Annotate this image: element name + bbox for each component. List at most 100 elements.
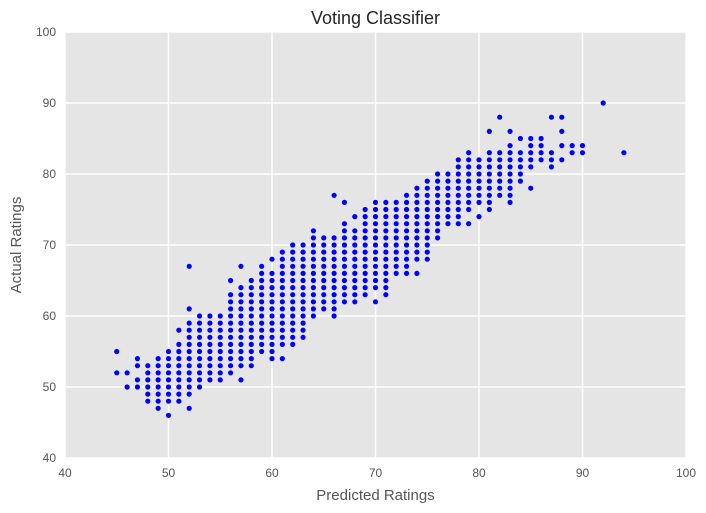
scatter-point <box>486 171 492 177</box>
scatter-point <box>445 206 451 213</box>
scatter-point <box>145 377 151 383</box>
scatter-point <box>372 285 379 291</box>
scatter-point <box>228 370 234 376</box>
scatter-point <box>186 341 192 347</box>
scatter-point <box>269 256 275 262</box>
scatter-point <box>300 270 306 276</box>
scatter-point <box>435 206 441 213</box>
scatter-point <box>290 270 296 276</box>
scatter-point <box>217 356 223 362</box>
scatter-point <box>486 206 492 213</box>
scatter-point <box>310 270 316 276</box>
scatter-point <box>238 327 244 333</box>
scatter-point <box>497 157 503 163</box>
scatter-point <box>207 363 213 369</box>
scatter-point <box>331 285 337 291</box>
scatter-point <box>424 185 430 191</box>
scatter-point <box>310 313 316 319</box>
scatter-point <box>517 164 524 170</box>
scatter-point <box>145 363 151 369</box>
scatter-point <box>196 356 203 362</box>
scatter-point <box>310 242 316 248</box>
scatter-point <box>372 299 379 305</box>
scatter-point <box>207 348 213 355</box>
scatter-point <box>476 199 482 205</box>
scatter-point <box>269 299 275 305</box>
x-tick-label: 100 <box>676 466 696 480</box>
scatter-point <box>362 285 368 291</box>
scatter-point <box>559 143 565 149</box>
scatter-point <box>196 377 203 383</box>
scatter-point <box>414 192 420 198</box>
scatter-point <box>455 157 461 163</box>
scatter-point <box>569 150 575 156</box>
scatter-point <box>290 313 296 319</box>
scatter-point <box>238 299 244 305</box>
scatter-point <box>196 320 203 326</box>
scatter-point <box>352 292 358 298</box>
scatter-point <box>269 356 275 362</box>
scatter-point <box>176 327 182 333</box>
scatter-point <box>248 327 254 333</box>
scatter-point <box>124 384 130 390</box>
scatter-point <box>310 285 316 291</box>
scatter-point <box>435 199 441 205</box>
scatter-point <box>362 206 368 213</box>
scatter-point <box>145 384 151 390</box>
y-tick-label: 70 <box>43 238 57 252</box>
scatter-point <box>424 199 430 205</box>
scatter-point <box>393 199 399 205</box>
y-tick-label: 40 <box>43 451 57 465</box>
scatter-point <box>455 221 461 227</box>
scatter-point <box>372 263 379 269</box>
scatter-point <box>176 398 182 404</box>
scatter-point <box>362 221 368 227</box>
scatter-point <box>300 242 306 248</box>
scatter-point <box>300 249 306 255</box>
scatter-point <box>548 114 555 120</box>
scatter-point <box>321 249 327 255</box>
scatter-point <box>176 348 182 355</box>
scatter-point <box>424 221 430 227</box>
scatter-point <box>341 285 348 291</box>
scatter-point <box>476 171 482 177</box>
scatter-point <box>155 363 161 369</box>
x-tick-label: 60 <box>265 466 279 480</box>
scatter-point <box>352 299 358 305</box>
scatter-point <box>466 192 472 198</box>
scatter-point <box>217 327 223 333</box>
scatter-point <box>507 157 513 163</box>
scatter-point <box>248 292 254 298</box>
scatter-point <box>403 228 410 234</box>
scatter-point <box>300 327 306 333</box>
scatter-point <box>196 334 203 340</box>
scatter-point <box>269 292 275 298</box>
scatter-point <box>269 320 275 326</box>
scatter-point <box>165 356 172 362</box>
scatter-point <box>393 270 399 276</box>
scatter-point <box>372 228 379 234</box>
scatter-point <box>362 249 368 255</box>
scatter-point <box>134 363 141 369</box>
scatter-point <box>331 292 337 298</box>
scatter-point <box>445 199 451 205</box>
scatter-point <box>238 263 244 269</box>
scatter-point <box>455 178 461 184</box>
scatter-point <box>393 242 399 248</box>
scatter-point <box>528 143 534 149</box>
scatter-point <box>507 171 513 177</box>
scatter-point <box>362 292 368 298</box>
scatter-point <box>383 214 389 220</box>
scatter-point <box>352 235 358 241</box>
scatter-point <box>455 206 461 213</box>
scatter-point <box>238 377 244 383</box>
scatter-point <box>279 285 285 291</box>
scatter-point <box>559 128 565 134</box>
scatter-point <box>424 242 430 248</box>
scatter-point <box>145 398 151 404</box>
scatter-point <box>403 270 410 276</box>
x-tick-label: 50 <box>162 466 176 480</box>
scatter-point <box>186 348 192 355</box>
scatter-point <box>310 292 316 298</box>
scatter-point <box>372 242 379 248</box>
